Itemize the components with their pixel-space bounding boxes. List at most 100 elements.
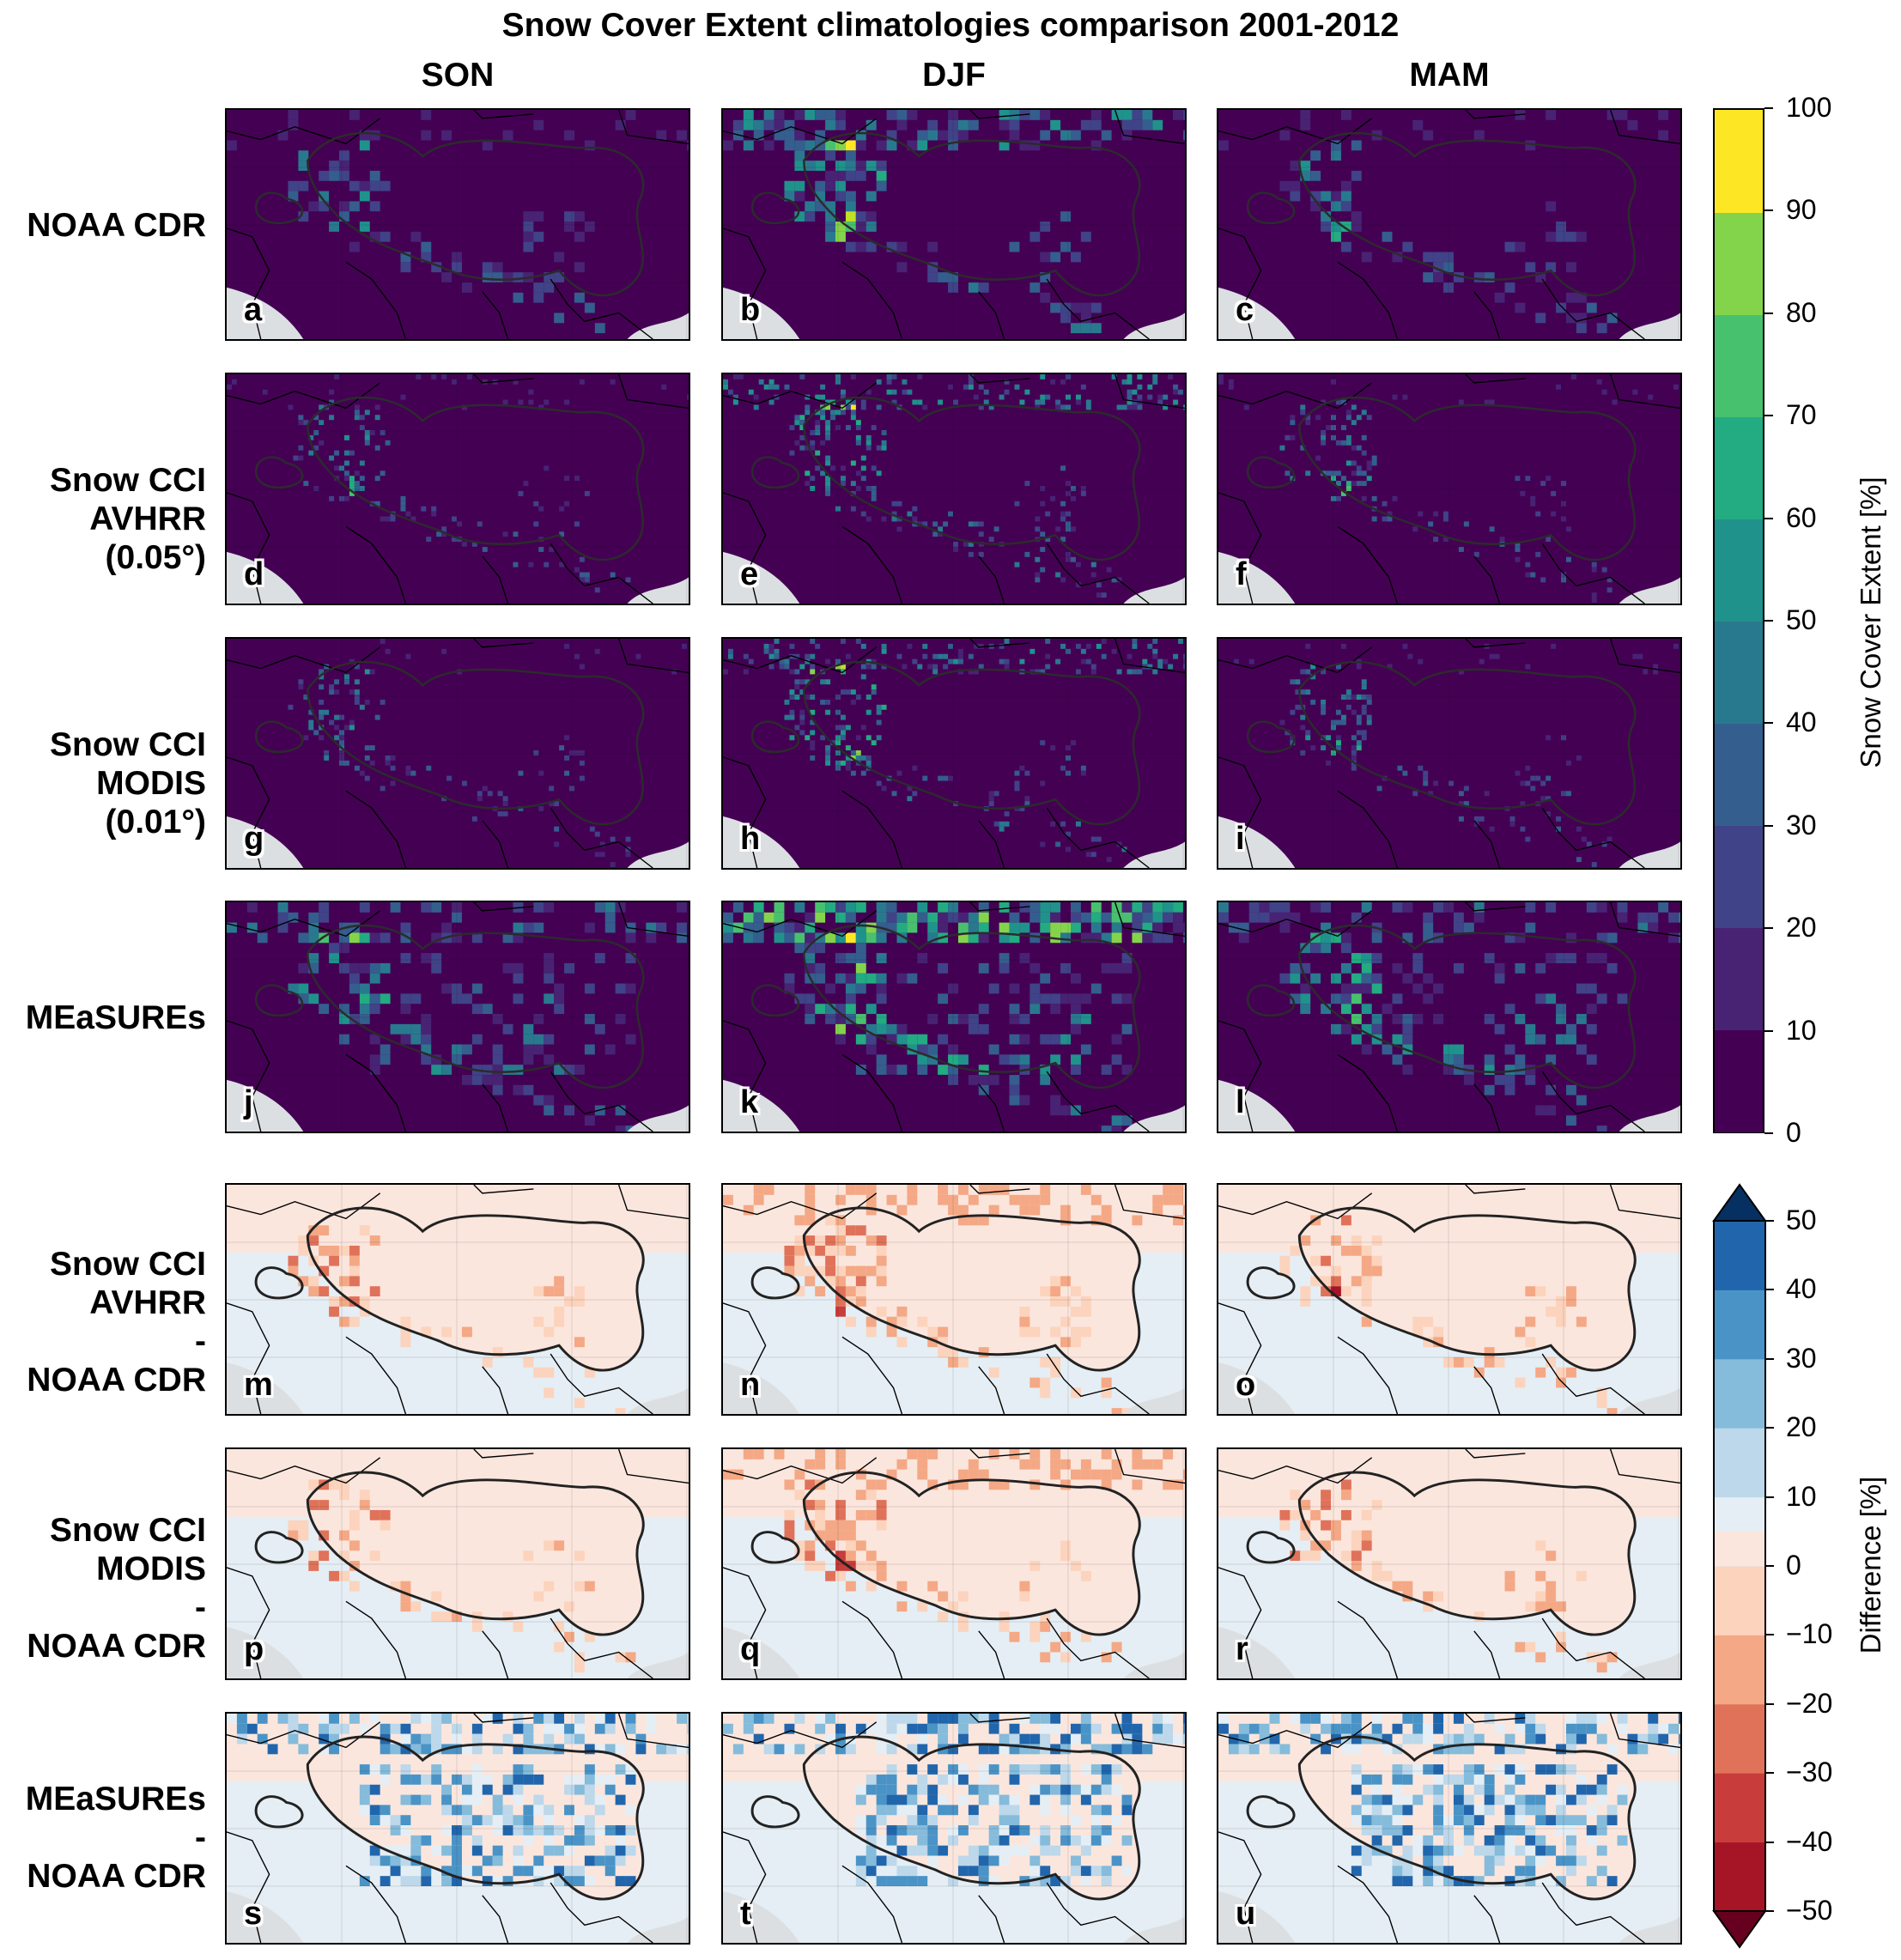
data-cell <box>1075 669 1081 675</box>
data-cell <box>1565 760 1571 766</box>
data-cell <box>1080 119 1091 130</box>
data-cell <box>661 384 667 390</box>
data-cell <box>743 1723 754 1734</box>
data-cell <box>845 150 856 161</box>
data-cell <box>1305 420 1311 426</box>
data-cell <box>1515 556 1521 562</box>
data-cell <box>1331 495 1336 501</box>
data-cell <box>948 511 954 517</box>
data-cell <box>1173 1479 1184 1490</box>
data-cell <box>1515 1825 1526 1836</box>
data-cell <box>1183 1205 1185 1216</box>
data-cell <box>1060 379 1066 385</box>
data-cell <box>1228 384 1234 390</box>
data-cell <box>610 572 616 578</box>
data-cell <box>574 1714 585 1724</box>
data-cell <box>855 470 861 476</box>
data-cell <box>477 796 483 802</box>
data-cell <box>1029 231 1041 242</box>
data-cell <box>1351 983 1362 994</box>
data-cell <box>1361 410 1367 416</box>
data-cell <box>502 1876 513 1886</box>
colorbar-extend-low <box>1712 1910 1767 1949</box>
data-cell <box>1418 658 1424 664</box>
data-cell <box>1163 1733 1174 1745</box>
data-cell <box>1392 1054 1403 1065</box>
data-cell <box>845 993 856 1004</box>
data-cell <box>850 490 856 496</box>
data-cell <box>927 1326 938 1338</box>
data-cell <box>1035 556 1041 562</box>
data-cell <box>1473 1845 1485 1856</box>
data-cell <box>1351 460 1357 466</box>
data-cell <box>1382 1815 1393 1826</box>
data-cell <box>1090 119 1102 130</box>
data-cell <box>329 684 335 690</box>
data-cell <box>1525 476 1531 482</box>
data-cell <box>855 1855 866 1866</box>
data-cell <box>805 161 816 171</box>
data-cell <box>1489 653 1495 659</box>
data-cell <box>907 1723 918 1734</box>
data-cell <box>1576 1733 1587 1745</box>
country-border <box>1046 1617 1150 1678</box>
data-cell <box>948 912 958 923</box>
data-cell <box>564 1065 574 1075</box>
data-cell <box>1423 780 1429 786</box>
data-cell <box>1279 1265 1291 1277</box>
data-cell <box>855 140 866 151</box>
data-cell <box>1428 791 1434 797</box>
data-cell <box>1029 1205 1041 1216</box>
data-cell <box>1504 1805 1515 1816</box>
data-cell <box>993 526 999 532</box>
data-cell <box>604 1825 616 1836</box>
data-cell <box>1423 1601 1434 1612</box>
data-cell <box>1009 1744 1020 1755</box>
data-cell <box>441 1845 452 1856</box>
data-cell <box>732 902 744 913</box>
data-cell <box>876 1235 887 1246</box>
data-cell <box>815 1245 826 1256</box>
data-cell <box>1473 272 1485 282</box>
data-cell <box>1050 1054 1061 1065</box>
data-cell <box>794 1744 805 1755</box>
data-cell <box>604 1774 616 1785</box>
data-cell <box>1668 912 1679 923</box>
data-cell <box>855 486 861 491</box>
data-cell <box>452 1044 462 1055</box>
data-cell <box>1040 841 1046 847</box>
data-cell <box>390 780 396 786</box>
data-cell <box>1080 1306 1091 1317</box>
data-cell <box>1055 404 1061 410</box>
data-cell <box>743 932 754 944</box>
data-cell <box>825 476 831 482</box>
data-cell <box>865 161 877 171</box>
data-cell <box>369 1034 380 1045</box>
data-cell <box>354 695 360 700</box>
data-cell <box>768 384 774 390</box>
sce-colorbar-label: Snow Cover Extent [%] <box>1855 476 1886 768</box>
data-cell <box>784 1530 795 1541</box>
data-cell <box>1248 658 1254 664</box>
data-cell <box>339 495 344 501</box>
data-cell <box>1152 1714 1163 1724</box>
data-cell <box>1351 735 1357 741</box>
country-border <box>1337 790 1399 868</box>
data-cell <box>1019 658 1025 664</box>
data-cell <box>835 1509 846 1520</box>
data-cell <box>1565 1764 1576 1775</box>
data-cell <box>1004 379 1010 385</box>
ocean-area <box>723 1626 1185 1678</box>
data-cell <box>452 252 462 263</box>
data-cell <box>329 1744 340 1755</box>
data-cell <box>1009 1723 1020 1734</box>
data-cell <box>968 1014 979 1024</box>
country-border <box>1337 1865 1399 1943</box>
data-cell <box>865 1855 877 1866</box>
data-cell <box>1596 1774 1607 1785</box>
data-cell <box>334 374 340 379</box>
data-cell <box>441 648 447 654</box>
data-cell <box>1070 993 1081 1004</box>
data-cell <box>1382 1044 1393 1055</box>
data-cell <box>912 516 918 522</box>
